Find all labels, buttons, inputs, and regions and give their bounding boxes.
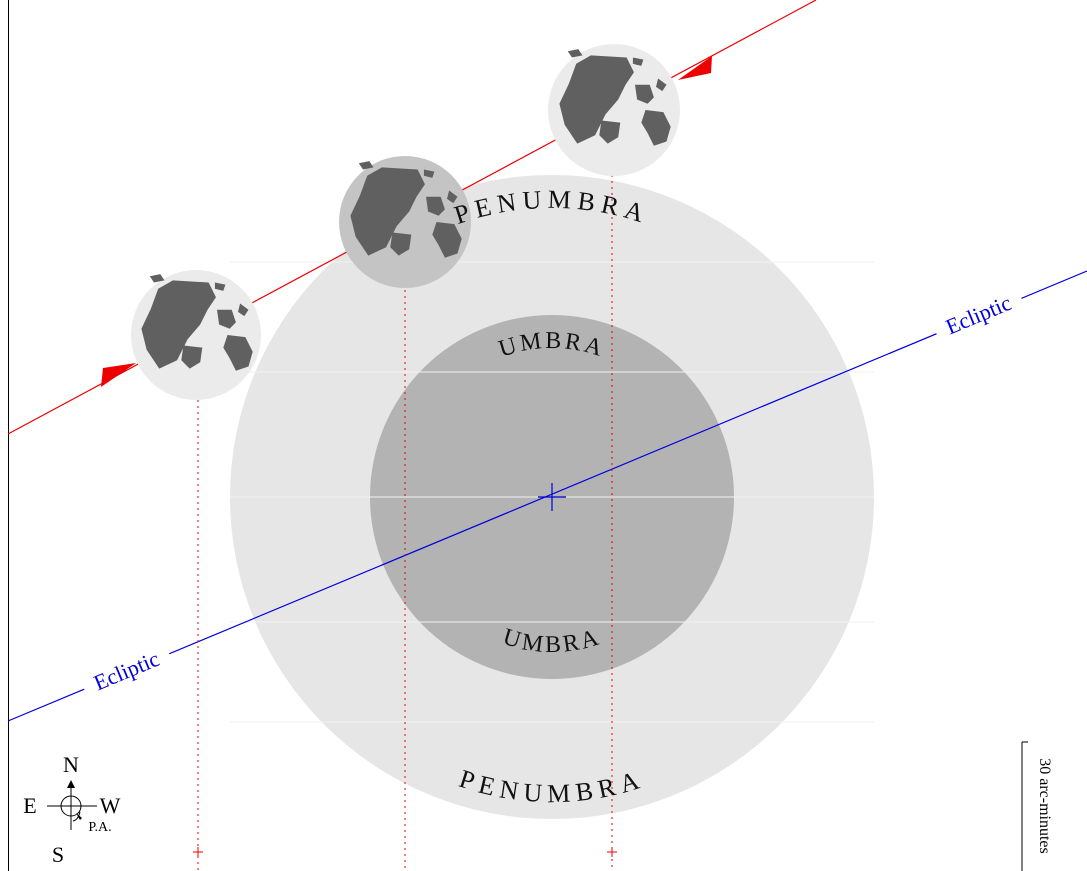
- compass-rose: N E W S P.A.: [23, 752, 120, 867]
- moon-last-contact: [548, 44, 680, 176]
- ecliptic-line: [7, 270, 1087, 722]
- ecliptic-label-right: Ecliptic: [931, 285, 1026, 343]
- compass-west: W: [100, 793, 121, 818]
- moon-greatest-eclipse: [339, 156, 471, 288]
- band-lines: [230, 261, 874, 723]
- compass-east: E: [23, 793, 36, 818]
- compass-north: N: [63, 752, 79, 777]
- moon-first-contact: [131, 270, 261, 400]
- north-arrow-icon: [67, 780, 75, 788]
- ecliptic-label-left: Ecliptic: [79, 641, 174, 699]
- svg-text:Ecliptic: Ecliptic: [90, 646, 163, 695]
- scale-bar: 30 arc-minutes: [1021, 741, 1053, 871]
- contact-marks: [193, 847, 617, 857]
- position-angle-arrow-icon: [76, 813, 82, 820]
- moon-path-arrow-upper: [678, 56, 712, 80]
- compass-position-angle: P.A.: [88, 820, 111, 835]
- svg-text:Ecliptic: Ecliptic: [942, 290, 1015, 339]
- shadow-center-cross: [538, 483, 566, 511]
- scale-label: 30 arc-minutes: [1036, 758, 1053, 854]
- moon-path-arrow-lower: [101, 363, 136, 387]
- drop-lines: [197, 175, 613, 871]
- compass-south: S: [52, 842, 64, 867]
